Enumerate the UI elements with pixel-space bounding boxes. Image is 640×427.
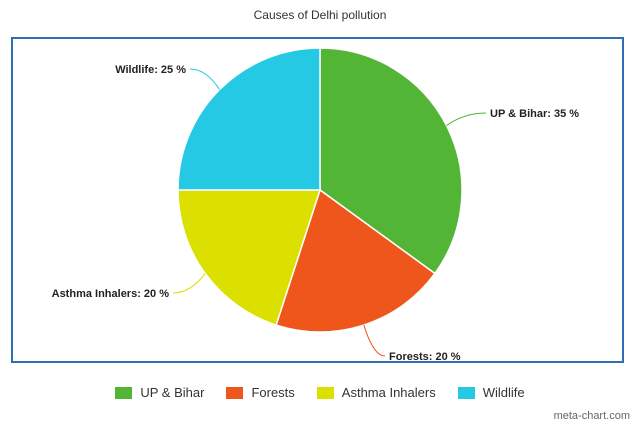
legend-swatch xyxy=(457,386,475,399)
label-connector xyxy=(363,324,386,357)
legend-swatch xyxy=(316,386,334,399)
legend-item-up-bihar[interactable]: UP & Bihar xyxy=(115,385,204,400)
legend: UP & Bihar Forests Asthma Inhalers Wildl… xyxy=(0,385,640,400)
legend-label: Asthma Inhalers xyxy=(341,385,436,400)
plot-area xyxy=(11,37,624,363)
pie-slice-up-bihar[interactable] xyxy=(319,47,463,275)
legend-label: UP & Bihar xyxy=(140,385,205,400)
legend-label: Forests xyxy=(251,385,295,400)
label-connector xyxy=(172,273,206,294)
chart-title: Causes of Delhi pollution xyxy=(253,8,387,22)
pie-slice-asthma-inhalers[interactable] xyxy=(177,189,322,326)
pie-slice-wildlife[interactable] xyxy=(177,47,321,191)
label-connector xyxy=(189,68,221,90)
legend-swatch xyxy=(115,386,133,399)
legend-item-wildlife[interactable]: Wildlife xyxy=(457,385,525,400)
slice-data-label: Forests: 20 % xyxy=(389,351,461,363)
pie-slice-forests[interactable] xyxy=(275,188,436,333)
watermark: meta-chart.com xyxy=(553,410,630,422)
label-connector xyxy=(446,112,487,126)
slice-data-label: UP & Bihar: 35 % xyxy=(490,108,579,120)
legend-item-asthma-inhalers[interactable]: Asthma Inhalers xyxy=(316,385,436,400)
legend-item-forests[interactable]: Forests xyxy=(226,385,295,400)
legend-label: Wildlife xyxy=(482,385,525,400)
legend-swatch xyxy=(226,386,244,399)
slice-data-label: Wildlife: 25 % xyxy=(115,64,186,76)
slice-data-label: Asthma Inhalers: 20 % xyxy=(52,288,170,300)
